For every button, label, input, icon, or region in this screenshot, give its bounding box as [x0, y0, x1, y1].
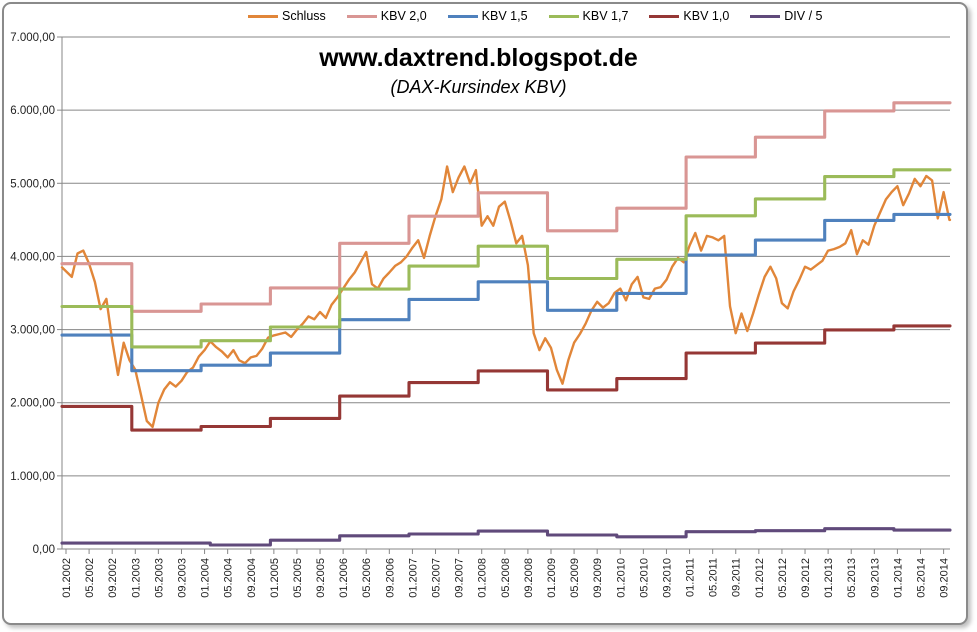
legend-swatch-div-5: [750, 14, 781, 18]
legend-label-schluss: Schluss: [282, 9, 326, 23]
x-tick-label: 09.2013: [869, 558, 881, 598]
x-tick-label: 09.2012: [800, 558, 812, 598]
series-line-kbv-1-5: [60, 212, 952, 373]
x-tick-label: 05.2011: [708, 558, 720, 597]
y-tick-label: 7.000,00: [10, 32, 55, 44]
legend-item-kbv-1-7: KBV 1,7: [548, 9, 629, 23]
x-tick-label: 05.2004: [223, 558, 235, 598]
y-tick-label: 2.000,00: [10, 398, 55, 410]
x-tick-label: 01.2008: [477, 558, 489, 598]
legend-label-div-5: DIV / 5: [784, 9, 823, 23]
series-line-kbv-1-0: [60, 324, 952, 432]
legend-swatch-kbv-2-0: [346, 14, 377, 18]
legend-swatch-kbv-1-0: [649, 14, 680, 18]
legend-label-kbv-1-7: KBV 1,7: [582, 9, 629, 23]
x-tick-label: 05.2002: [84, 558, 96, 598]
x-tick-label: 09.2003: [176, 558, 188, 598]
chart-frame: [2, 2, 968, 625]
x-tick-label: 05.2009: [569, 558, 581, 598]
x-tick-label: 05.2012: [777, 558, 789, 598]
x-tick-label: 01.2013: [823, 558, 835, 598]
x-tick-label: 09.2002: [107, 558, 119, 598]
x-tick-label: 01.2010: [615, 558, 627, 598]
legend-swatch-kbv-1-5: [447, 14, 478, 18]
x-tick-label: 09.2005: [315, 558, 327, 598]
x-tick-label: 09.2007: [454, 558, 466, 598]
x-tick-label: 01.2009: [546, 558, 558, 598]
x-tick-label: 05.2013: [846, 558, 858, 598]
x-tick-label: 09.2006: [384, 558, 396, 598]
x-tick-label: 05.2014: [916, 558, 928, 598]
x-tick-label: 01.2007: [407, 558, 419, 598]
x-tick-label: 05.2010: [638, 558, 650, 598]
legend-swatch-kbv-1-7: [548, 14, 579, 18]
y-tick-label: 3.000,00: [10, 325, 55, 337]
legend-label-kbv-2-0: KBV 2,0: [380, 9, 427, 23]
x-tick-label: 01.2012: [754, 558, 766, 598]
legend-item-kbv-1-0: KBV 1,0: [649, 9, 729, 23]
series-line-kbv-2-0: [60, 101, 952, 313]
x-tick-label: 09.2009: [592, 558, 604, 598]
legend-label-kbv-1-5: KBV 1,5: [481, 9, 528, 23]
x-tick-label: 09.2011: [731, 558, 743, 597]
x-tick-label: 01.2005: [269, 558, 281, 598]
x-tick-label: 01.2002: [61, 558, 73, 598]
y-tick-label: 0,00: [33, 544, 55, 556]
series-line-div-5: [60, 527, 952, 547]
x-tick-label: 01.2011: [685, 558, 697, 597]
y-tick-label: 6.000,00: [10, 105, 55, 117]
legend-label-kbv-1-0: KBV 1,0: [683, 9, 730, 23]
x-tick-label: 05.2003: [153, 558, 165, 598]
x-tick-label: 09.2008: [523, 558, 535, 598]
x-tick-label: 05.2006: [361, 558, 373, 598]
x-tick-label: 09.2004: [246, 558, 258, 598]
x-tick-label: 01.2014: [892, 558, 904, 598]
x-tick-label: 05.2007: [431, 558, 443, 598]
legend-item-schluss: Schluss: [248, 9, 326, 23]
y-tick-label: 5.000,00: [10, 178, 55, 190]
x-tick-label: 09.2014: [939, 558, 951, 598]
y-tick-label: 4.000,00: [10, 251, 55, 263]
series-line-kbv-1-7: [60, 168, 952, 349]
legend-item-kbv-2-0: KBV 2,0: [346, 9, 427, 23]
y-tick-label: 1.000,00: [10, 471, 55, 483]
x-tick-label: 01.2003: [130, 558, 142, 598]
x-tick-label: 01.2004: [200, 558, 212, 598]
legend-item-kbv-1-5: KBV 1,5: [447, 9, 528, 23]
x-tick-label: 05.2008: [500, 558, 512, 598]
legend-item-div-5: DIV / 5: [750, 9, 823, 23]
series-line-schluss: [60, 165, 952, 429]
x-tick-label: 05.2005: [292, 558, 304, 598]
x-tick-label: 01.2006: [338, 558, 350, 598]
chart-title: www.daxtrend.blogspot.de: [319, 44, 638, 72]
chart-legend: Schluss KBV 2,0 KBV 1,5 KBV 1,7 KBV 1,0 DIV /…: [248, 9, 823, 23]
legend-swatch-schluss: [248, 14, 278, 18]
chart-subtitle: (DAX-Kursindex KBV): [390, 77, 567, 97]
x-tick-label: 09.2010: [661, 558, 673, 598]
